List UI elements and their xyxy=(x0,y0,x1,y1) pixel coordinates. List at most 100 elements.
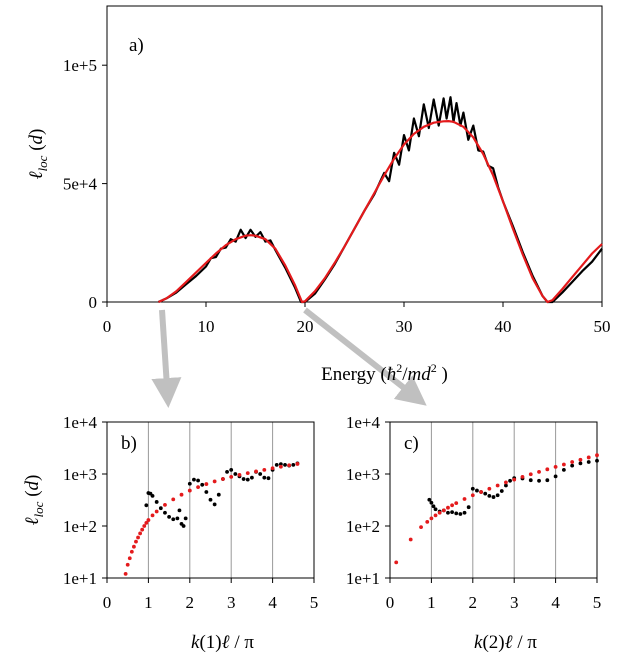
data-point xyxy=(187,481,192,486)
data-point xyxy=(123,571,128,576)
series-line xyxy=(158,120,603,304)
data-point xyxy=(475,488,479,493)
data-point xyxy=(258,472,263,476)
data-point xyxy=(408,537,413,542)
x-tick-label: 1 xyxy=(144,593,153,612)
data-point xyxy=(154,509,159,514)
data-point xyxy=(208,497,213,502)
x-tick-label: 4 xyxy=(551,593,560,612)
panel-a: 0 10 20 30 40 50 0 5e+4 1e+5 a) ℓloc (d) Energy (ħ2… xyxy=(26,5,611,385)
series-line xyxy=(158,96,603,304)
data-point xyxy=(499,489,504,493)
data-point xyxy=(466,505,471,510)
data-point xyxy=(487,486,492,491)
data-point xyxy=(446,505,450,510)
data-point xyxy=(142,524,147,528)
data-point xyxy=(427,497,432,502)
data-point xyxy=(237,473,242,477)
data-point xyxy=(171,517,176,522)
data-point xyxy=(150,513,155,518)
x-axis-label: k(2)ℓ / π xyxy=(474,632,537,653)
data-point xyxy=(181,524,186,528)
data-point xyxy=(553,474,558,479)
data-point xyxy=(586,460,591,464)
y-tick-label: 1e+4 xyxy=(63,413,98,432)
data-point xyxy=(136,535,140,540)
data-point xyxy=(179,492,184,497)
data-point xyxy=(504,480,508,485)
data-point xyxy=(144,503,149,508)
data-point xyxy=(586,455,591,460)
connector-arrow-left xyxy=(151,309,182,408)
data-point xyxy=(470,493,475,498)
data-point xyxy=(425,519,430,524)
data-point xyxy=(483,491,488,496)
data-point xyxy=(233,472,238,476)
data-point xyxy=(479,490,483,494)
data-point xyxy=(462,497,467,501)
data-point xyxy=(146,518,151,522)
x-tick-label: 1 xyxy=(427,593,436,612)
data-point xyxy=(144,520,149,525)
data-point xyxy=(270,466,275,471)
plot-frame xyxy=(389,421,598,579)
data-point xyxy=(196,485,200,489)
data-point xyxy=(134,539,138,544)
y-tick-label: 0 xyxy=(89,293,98,312)
data-point xyxy=(429,516,434,521)
data-point xyxy=(291,462,296,467)
data-point xyxy=(150,493,155,498)
data-point xyxy=(229,467,234,472)
data-point xyxy=(429,500,434,505)
data-point xyxy=(512,477,517,482)
data-point xyxy=(419,525,423,530)
y-axis-label: ℓloc (d) xyxy=(26,129,50,180)
x-tick-label: 3 xyxy=(227,593,236,612)
data-point xyxy=(266,476,271,481)
x-tick-label: 2 xyxy=(469,593,478,612)
data-point xyxy=(140,527,145,532)
data-point xyxy=(154,500,159,504)
data-point xyxy=(508,478,512,483)
y-axis-label: ℓloc (d) xyxy=(22,475,46,526)
data-point xyxy=(437,510,442,515)
panel-label: c) xyxy=(404,433,419,454)
x-tick-label: 40 xyxy=(495,317,512,336)
data-point xyxy=(553,464,558,469)
data-point xyxy=(394,560,399,565)
data-point xyxy=(163,510,167,515)
x-tick-label: 0 xyxy=(386,593,395,612)
data-point xyxy=(491,495,496,499)
data-point xyxy=(138,531,143,536)
x-tick-label: 0 xyxy=(103,317,112,336)
data-point xyxy=(454,501,459,506)
data-point xyxy=(183,516,188,521)
data-point xyxy=(212,502,217,507)
data-point xyxy=(171,497,176,502)
data-point xyxy=(450,503,454,508)
data-point xyxy=(545,467,550,472)
data-point xyxy=(561,467,566,472)
data-point xyxy=(495,483,500,488)
data-point xyxy=(212,479,217,484)
y-tick-label: 5e+4 xyxy=(63,175,98,194)
data-point xyxy=(241,477,246,481)
data-point xyxy=(192,477,196,482)
data-point xyxy=(262,475,267,480)
data-point xyxy=(287,463,292,468)
data-point xyxy=(163,502,167,507)
y-tick-label: 1e+2 xyxy=(63,517,97,536)
data-point xyxy=(470,486,475,491)
data-point xyxy=(229,474,234,479)
data-point xyxy=(262,467,267,472)
x-tick-label: 5 xyxy=(593,593,602,612)
data-point xyxy=(487,493,492,498)
x-axis-label: k(1)ℓ / π xyxy=(191,632,254,653)
y-tick-label: 1e+4 xyxy=(346,413,381,432)
x-tick-label: 20 xyxy=(297,317,314,336)
data-point xyxy=(274,462,279,467)
data-point xyxy=(433,513,438,518)
data-point xyxy=(127,556,132,561)
x-tick-label: 30 xyxy=(396,317,413,336)
y-tick-label: 1e+5 xyxy=(63,56,97,75)
